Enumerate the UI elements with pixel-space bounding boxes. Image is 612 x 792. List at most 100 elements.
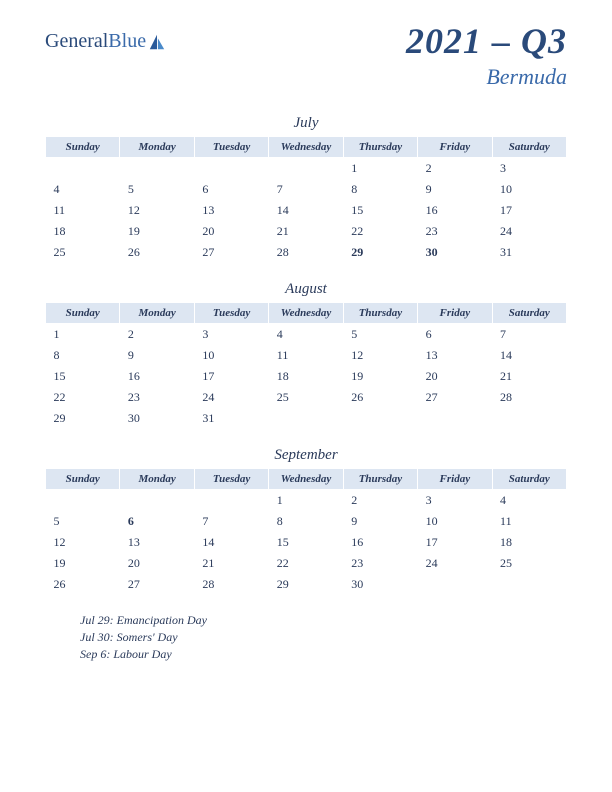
calendar-row: 11121314151617 [46,200,567,221]
calendar-cell: 24 [194,387,268,408]
calendar-cell: 23 [120,387,194,408]
calendar-cell [194,158,268,180]
calendar-table: SundayMondayTuesdayWednesdayThursdayFrid… [45,302,567,429]
calendar-cell: 18 [269,366,343,387]
calendar-cell: 31 [194,408,268,429]
calendar-cell: 30 [343,574,417,595]
day-header: Saturday [492,137,566,158]
calendar-cell: 19 [120,221,194,242]
day-header: Thursday [343,469,417,490]
calendar-cell: 17 [492,200,566,221]
day-header: Thursday [343,137,417,158]
calendar-table: SundayMondayTuesdayWednesdayThursdayFrid… [45,468,567,595]
calendar-cell: 8 [269,511,343,532]
calendar-cell [194,490,268,512]
calendar-cell: 11 [492,511,566,532]
calendar-row: 15161718192021 [46,366,567,387]
calendar-cell: 27 [120,574,194,595]
calendar-row: 567891011 [46,511,567,532]
month-name: August [45,281,567,298]
calendar-cell: 8 [343,179,417,200]
calendar-cell: 22 [343,221,417,242]
calendar-cell [46,490,120,512]
calendar-cell: 25 [492,553,566,574]
calendars-container: July SundayMondayTuesdayWednesdayThursday… [45,115,567,595]
day-header: Sunday [46,469,120,490]
calendar-cell: 5 [120,179,194,200]
calendar-cell [269,408,343,429]
day-header: Wednesday [269,469,343,490]
calendar-cell: 31 [492,242,566,263]
logo-text-1: General [45,30,108,53]
calendar-cell [120,490,194,512]
calendar-cell: 23 [343,553,417,574]
month-block: August SundayMondayTuesdayWednesdayThursd… [45,281,567,429]
holiday-entry: Sep 6: Labour Day [80,647,567,662]
calendar-cell: 26 [120,242,194,263]
day-header: Friday [418,469,492,490]
calendar-cell: 5 [343,324,417,346]
calendar-cell: 3 [194,324,268,346]
calendar-cell: 28 [269,242,343,263]
day-header: Saturday [492,303,566,324]
calendar-cell: 9 [418,179,492,200]
calendar-row: 1234 [46,490,567,512]
calendar-cell: 9 [343,511,417,532]
page-subtitle: Bermuda [406,64,567,90]
calendar-cell: 15 [46,366,120,387]
calendar-cell: 24 [418,553,492,574]
month-block: JulySundayMondayTuesdayWednesdayThursday… [45,115,567,263]
calendar-cell: 19 [343,366,417,387]
calendar-cell: 16 [418,200,492,221]
day-header: Tuesday [194,137,268,158]
month-block: SeptemberSundayMondayTuesdayWednesdayThu… [45,447,567,595]
calendar-row: 293031 [46,408,567,429]
day-header: Thursday [343,303,417,324]
calendar-cell: 12 [343,345,417,366]
calendar-cell: 20 [418,366,492,387]
calendar-cell: 9 [120,345,194,366]
header: GeneralBlue 2021 – Q3 Bermuda [45,20,567,90]
holiday-entry: Jul 29: Emancipation Day [80,613,567,628]
calendar-cell: 1 [343,158,417,180]
calendar-cell: 27 [194,242,268,263]
calendar-cell: 20 [120,553,194,574]
day-header: Wednesday [269,137,343,158]
month-name: July [45,115,567,132]
calendar-cell: 2 [120,324,194,346]
calendar-cell: 29 [343,242,417,263]
calendar-cell: 27 [418,387,492,408]
day-header: Sunday [46,303,120,324]
calendar-cell: 24 [492,221,566,242]
calendar-cell: 5 [46,511,120,532]
calendar-cell: 18 [46,221,120,242]
calendar-cell: 14 [194,532,268,553]
calendar-cell: 14 [269,200,343,221]
calendar-cell: 15 [269,532,343,553]
calendar-cell: 15 [343,200,417,221]
calendar-cell: 10 [418,511,492,532]
calendar-row: 25262728293031 [46,242,567,263]
calendar-cell: 25 [269,387,343,408]
calendar-cell [492,574,566,595]
day-header: Tuesday [194,469,268,490]
calendar-cell: 4 [492,490,566,512]
calendar-cell: 1 [46,324,120,346]
calendar-row: 12131415161718 [46,532,567,553]
calendar-cell: 26 [343,387,417,408]
calendar-cell [492,408,566,429]
calendar-cell: 21 [194,553,268,574]
calendar-cell: 19 [46,553,120,574]
title-block: 2021 – Q3 Bermuda [406,20,567,90]
calendar-cell: 22 [269,553,343,574]
calendar-cell: 16 [120,366,194,387]
calendar-cell: 22 [46,387,120,408]
calendar-cell: 23 [418,221,492,242]
calendar-cell [120,158,194,180]
calendar-cell: 28 [492,387,566,408]
calendar-cell: 25 [46,242,120,263]
calendar-row: 22232425262728 [46,387,567,408]
logo: GeneralBlue [45,30,166,53]
calendar-cell: 21 [269,221,343,242]
calendar-cell: 16 [343,532,417,553]
